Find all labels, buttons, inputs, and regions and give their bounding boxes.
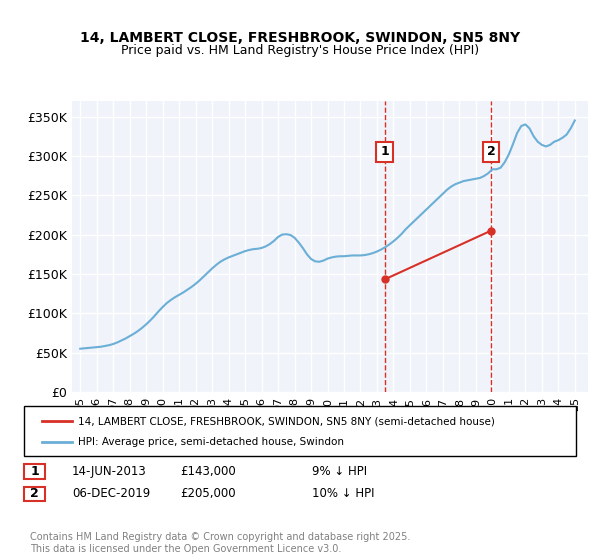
Text: 1: 1 [30,465,39,478]
Text: £205,000: £205,000 [180,487,236,501]
Text: 2: 2 [30,487,39,501]
Text: 14, LAMBERT CLOSE, FRESHBROOK, SWINDON, SN5 8NY (semi-detached house): 14, LAMBERT CLOSE, FRESHBROOK, SWINDON, … [78,416,495,426]
Text: HPI: Average price, semi-detached house, Swindon: HPI: Average price, semi-detached house,… [78,437,344,447]
Text: 14-JUN-2013: 14-JUN-2013 [72,465,147,478]
Text: £143,000: £143,000 [180,465,236,478]
Text: 14, LAMBERT CLOSE, FRESHBROOK, SWINDON, SN5 8NY: 14, LAMBERT CLOSE, FRESHBROOK, SWINDON, … [80,31,520,45]
Text: 9% ↓ HPI: 9% ↓ HPI [312,465,367,478]
Text: 06-DEC-2019: 06-DEC-2019 [72,487,150,501]
Text: Contains HM Land Registry data © Crown copyright and database right 2025.
This d: Contains HM Land Registry data © Crown c… [30,532,410,554]
Text: 1: 1 [380,146,389,158]
Text: Price paid vs. HM Land Registry's House Price Index (HPI): Price paid vs. HM Land Registry's House … [121,44,479,57]
Text: 10% ↓ HPI: 10% ↓ HPI [312,487,374,501]
Text: 2: 2 [487,146,496,158]
